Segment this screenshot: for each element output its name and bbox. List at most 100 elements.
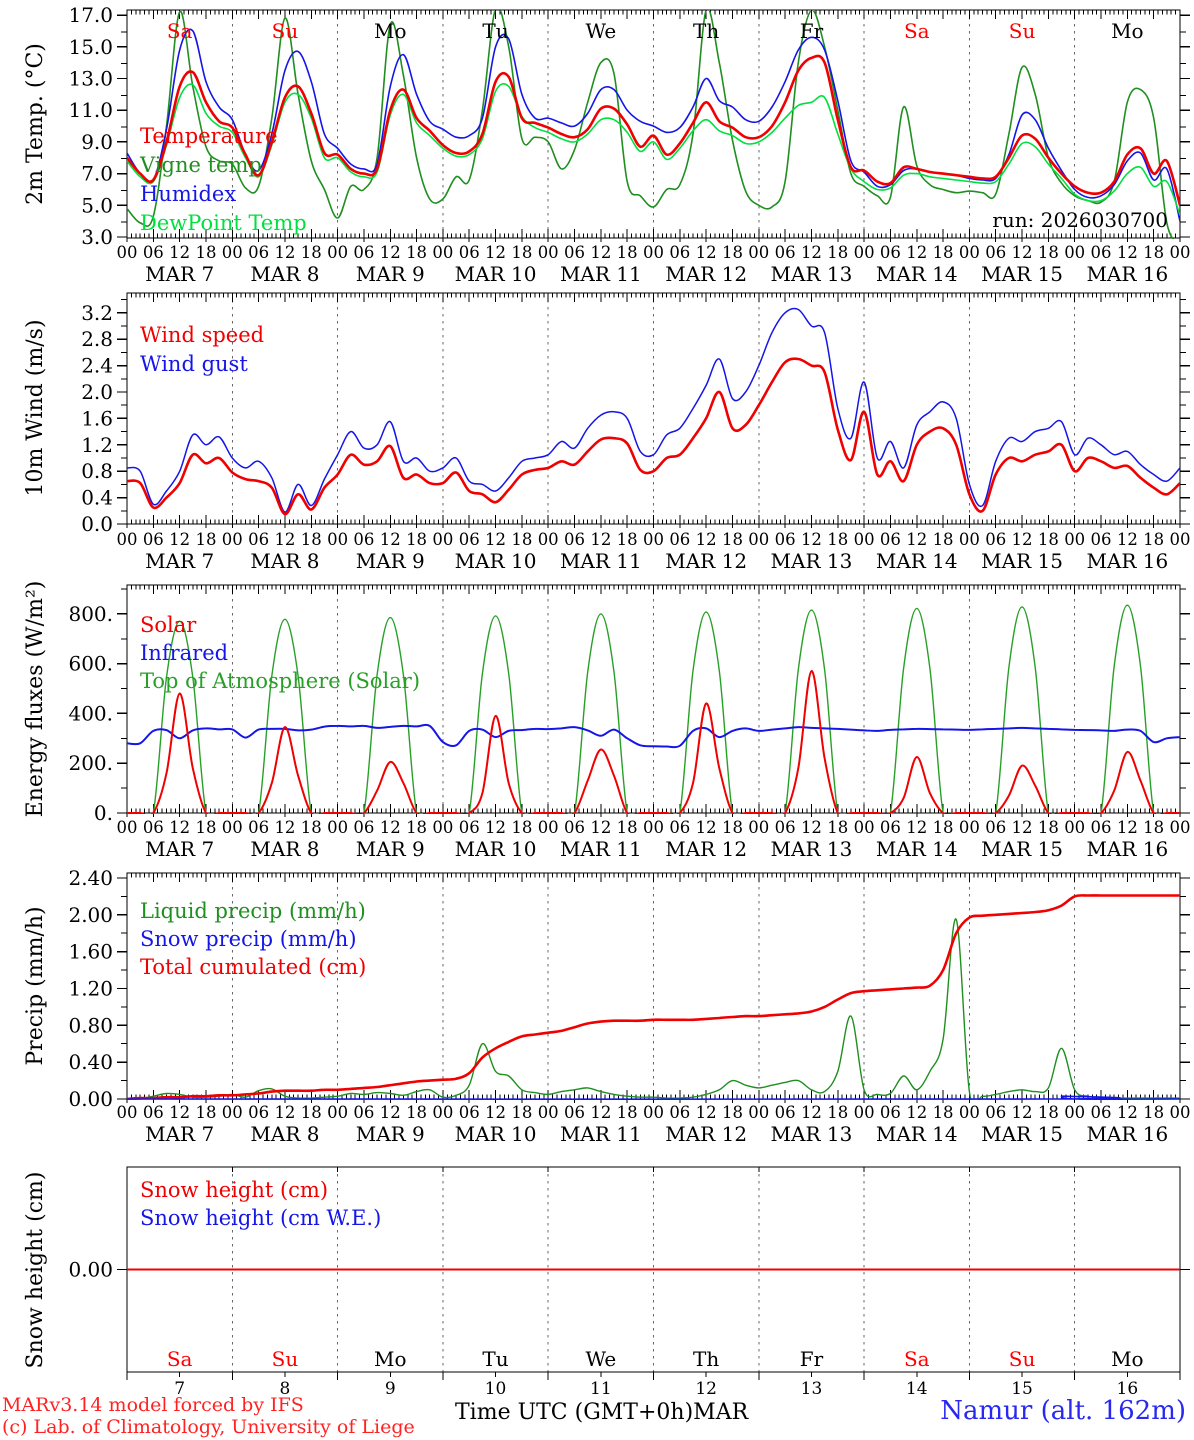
x-tick-label: 06: [985, 530, 1006, 549]
x-tick-label: 12: [274, 530, 295, 549]
day-name-we-4: We: [585, 19, 616, 43]
x-tick-label: 12: [590, 530, 611, 549]
legend-liquid-precip-mm-h: Liquid precip (mm/h): [140, 899, 366, 923]
day-title: MAR 8: [250, 837, 319, 861]
x-tick-label: 12: [485, 530, 506, 549]
series-wind-speed: [127, 357, 1180, 516]
x-tick-label: 18: [511, 243, 532, 262]
y-axis-title-wind: 10m Wind (m/s): [23, 319, 48, 496]
day-title: MAR 14: [876, 837, 958, 861]
x-tick-label: 18: [195, 1103, 216, 1122]
x-tick-label: 12: [1012, 1103, 1033, 1122]
x-tick-label: 06: [143, 530, 164, 549]
x-tick-label: 00: [432, 1103, 453, 1122]
series-temperature: [127, 54, 1180, 207]
day-title: MAR 12: [665, 1122, 747, 1146]
x-tick-label: 06: [1091, 818, 1112, 837]
x-tick-label: 00: [117, 243, 138, 262]
x-tick-label: 06: [248, 1103, 269, 1122]
day-title: MAR 16: [1086, 262, 1168, 286]
day-title: MAR 10: [455, 1122, 537, 1146]
y-tick-label: 0.8: [81, 459, 113, 483]
x-tick-label: 18: [1038, 1103, 1059, 1122]
x-tick-label: 06: [1091, 530, 1112, 549]
x-tick-label: 18: [1038, 530, 1059, 549]
x-tick-label: 18: [933, 530, 954, 549]
x-tick-label: 12: [590, 818, 611, 837]
x-tick-label: 00: [643, 1103, 664, 1122]
legend-total-cumulated-cm: Total cumulated (cm): [140, 955, 366, 979]
x-tick-label: 00: [432, 818, 453, 837]
x-tick-label: 00: [854, 1103, 875, 1122]
series-liquid-precip-mm-h: [127, 918, 1180, 1100]
x-tick-label: 00: [854, 530, 875, 549]
day-title: MAR 13: [771, 1122, 853, 1146]
legend-wind-gust: Wind gust: [140, 352, 248, 376]
day-name-mo-9: Mo: [1111, 1347, 1144, 1371]
day-title: MAR 7: [145, 262, 214, 286]
legend-temperature: Temperature: [140, 124, 278, 148]
day-title: MAR 10: [455, 837, 537, 861]
x-tick-label: 12: [1012, 530, 1033, 549]
panel-precip: 0.00 0.40 0.80 1.20 1.60 2.00 2.40 Precip (mm/h…: [23, 866, 1191, 1146]
day-title: MAR 12: [665, 262, 747, 286]
x-tick-label: 18: [617, 530, 638, 549]
day-title: MAR 13: [771, 549, 853, 573]
y-tick-label: 0.40: [68, 1050, 113, 1074]
x-tick-label: 18: [195, 243, 216, 262]
x-tick-label: 00: [1170, 1103, 1191, 1122]
x-tick-label: 00: [117, 818, 138, 837]
legend-infrared: Infrared: [140, 641, 228, 665]
y-tick-label: 1.6: [81, 406, 113, 430]
x-tick-label: 12: [1117, 243, 1138, 262]
x-tick-label: 06: [248, 530, 269, 549]
y-tick-label: 5.0: [81, 193, 113, 217]
day-title: MAR 13: [771, 837, 853, 861]
x-tick-label: 18: [617, 1103, 638, 1122]
x-tick-label: 06: [880, 1103, 901, 1122]
day-name-th-5: Th: [693, 19, 719, 43]
series-solar: [127, 670, 1180, 814]
day-title: MAR 9: [356, 1122, 425, 1146]
day-title: MAR 9: [356, 549, 425, 573]
x-tick-label: 18: [1143, 818, 1164, 837]
day-title: MAR 7: [145, 837, 214, 861]
x-tick-label: 12: [274, 243, 295, 262]
x-tick-label: 12: [274, 1103, 295, 1122]
x-tick-label: 18: [1143, 1103, 1164, 1122]
series-group-energy: [127, 604, 1180, 814]
x-tick-label: 00: [1064, 818, 1085, 837]
x-tick-label: 18: [195, 818, 216, 837]
time-utc-label: Time UTC (GMT+0h): [455, 1400, 694, 1425]
y-axis-title-temperature: 2m Temp. (°C): [23, 43, 48, 205]
run-label: run: 2026030700: [992, 208, 1168, 232]
x-tick-label: 18: [827, 243, 848, 262]
footer-time-axis-title: Time UTC (GMT+0h)MAR: [455, 1400, 748, 1425]
x-tick-label: 12: [906, 1103, 927, 1122]
day-title: MAR 10: [455, 262, 537, 286]
x-tick-label: 06: [985, 1103, 1006, 1122]
legend-humidex: Humidex: [140, 182, 236, 206]
legend-wind-speed: Wind speed: [140, 323, 264, 347]
series-infrared: [127, 723, 1180, 749]
day-number: 15: [1011, 1379, 1033, 1399]
series-group-precip: [127, 894, 1180, 1100]
day-title: MAR 13: [771, 262, 853, 286]
day-title: MAR 15: [981, 837, 1063, 861]
y-tick-label: 1.20: [68, 976, 113, 1000]
series-dewpoint-temp: [127, 82, 1180, 216]
legend-vigne-temp: Vigne temp: [139, 153, 262, 177]
x-tick-label: 12: [906, 530, 927, 549]
x-tick-label: 06: [353, 530, 374, 549]
x-tick-label: 06: [1091, 1103, 1112, 1122]
day-title: MAR 11: [560, 1122, 642, 1146]
x-tick-label: 18: [1038, 818, 1059, 837]
x-tick-label: 06: [775, 243, 796, 262]
x-tick-label: 06: [985, 818, 1006, 837]
day-title: MAR 7: [145, 1122, 214, 1146]
x-tick-label: 06: [353, 818, 374, 837]
x-tick-label: 18: [301, 818, 322, 837]
x-tick-label: 18: [1143, 243, 1164, 262]
